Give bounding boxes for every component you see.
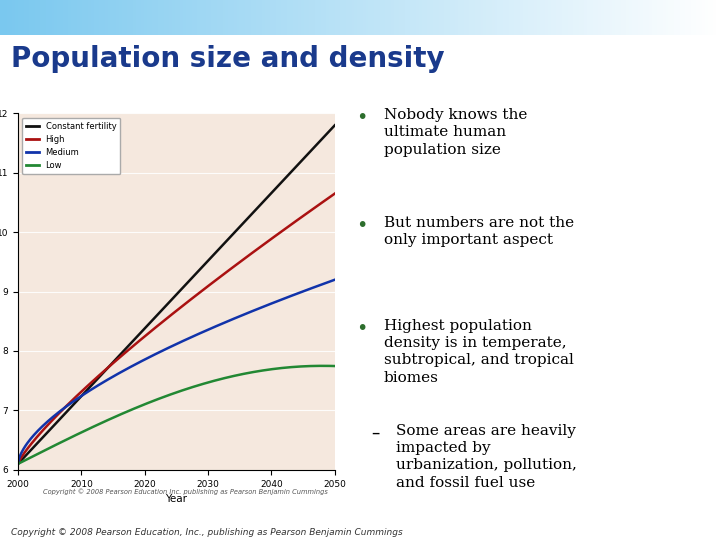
Text: Population size and density: Population size and density (11, 45, 444, 73)
Text: Copyright © 2008 Pearson Education, Inc., publishing as Pearson Benjamin Cumming: Copyright © 2008 Pearson Education, Inc.… (11, 528, 402, 537)
Text: Some areas are heavily
impacted by
urbanization, pollution,
and fossil fuel use: Some areas are heavily impacted by urban… (396, 424, 577, 490)
Text: Highest population
density is in temperate,
subtropical, and tropical
biomes: Highest population density is in tempera… (384, 319, 574, 384)
Text: Copyright © 2008 Pearson Education Inc. publishing as Pearson Benjamin Cummings: Copyright © 2008 Pearson Education Inc. … (43, 488, 328, 495)
Text: •: • (356, 216, 368, 235)
X-axis label: Year: Year (166, 494, 187, 504)
Text: •: • (356, 319, 368, 338)
Legend: Constant fertility, High, Medium, Low: Constant fertility, High, Medium, Low (22, 118, 120, 174)
Text: –: – (371, 424, 379, 442)
Text: But numbers are not the
only important aspect: But numbers are not the only important a… (384, 216, 574, 247)
Text: •: • (356, 108, 368, 127)
Text: Nobody knows the
ultimate human
population size: Nobody knows the ultimate human populati… (384, 108, 527, 157)
